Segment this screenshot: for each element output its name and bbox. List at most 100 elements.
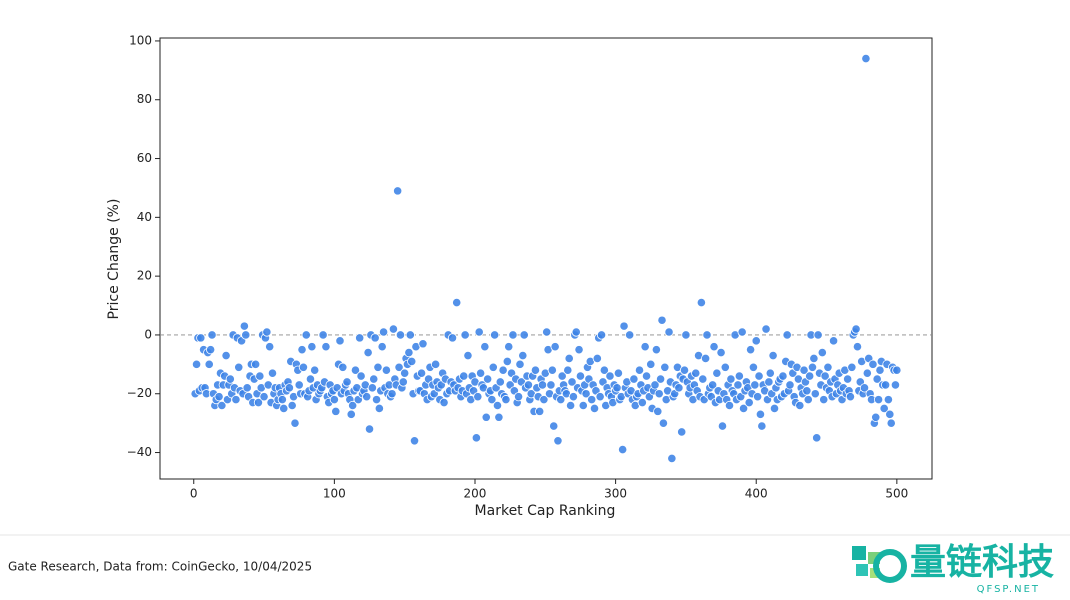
point — [764, 377, 774, 387]
point — [342, 377, 352, 387]
point — [471, 433, 481, 443]
point — [757, 421, 767, 431]
point — [557, 371, 567, 381]
point — [847, 362, 857, 372]
point — [625, 330, 635, 340]
point — [191, 359, 202, 369]
point — [388, 324, 399, 334]
point — [656, 374, 666, 384]
point — [346, 409, 356, 419]
point — [387, 389, 397, 399]
point — [481, 412, 491, 422]
point — [701, 353, 711, 364]
point — [765, 368, 775, 378]
point — [596, 330, 607, 340]
point — [880, 380, 891, 390]
point — [504, 342, 514, 352]
point — [658, 418, 669, 428]
point — [575, 371, 586, 381]
point — [452, 297, 462, 308]
point — [394, 362, 404, 372]
logo-subtext: QFSP.NET — [977, 584, 1040, 595]
point — [502, 356, 512, 366]
point — [217, 400, 227, 411]
point — [225, 374, 235, 384]
point — [754, 371, 764, 381]
point — [564, 353, 574, 364]
point — [871, 412, 881, 422]
x-tick-label: 400 — [745, 487, 768, 501]
point — [398, 377, 408, 387]
point — [234, 362, 244, 372]
point — [748, 362, 759, 372]
point — [400, 368, 410, 378]
point — [589, 403, 600, 414]
point — [613, 368, 624, 378]
point — [535, 406, 545, 416]
point — [367, 383, 377, 393]
point — [363, 347, 373, 358]
point — [769, 403, 780, 414]
point — [873, 395, 884, 405]
point — [310, 365, 320, 375]
point — [239, 321, 249, 331]
y-tick-label: 20 — [137, 269, 152, 283]
point — [447, 333, 458, 343]
y-tick-label: −40 — [127, 445, 152, 459]
point — [587, 395, 597, 405]
point — [298, 362, 309, 372]
point — [542, 327, 552, 337]
point — [809, 353, 819, 364]
point — [885, 409, 895, 419]
point — [859, 383, 870, 393]
point — [196, 333, 206, 343]
logo: 量链科技 QFSP.NET — [852, 542, 1054, 595]
point — [702, 330, 712, 340]
point — [734, 371, 744, 381]
point — [795, 400, 805, 411]
point — [651, 345, 661, 355]
point — [755, 409, 766, 419]
point — [886, 418, 896, 428]
point — [803, 395, 813, 405]
point — [823, 362, 833, 372]
point — [370, 333, 380, 343]
point — [362, 392, 372, 402]
y-tick-label: 60 — [137, 151, 152, 165]
y-tick-label: 80 — [137, 92, 152, 106]
point — [418, 339, 428, 349]
point — [778, 371, 788, 381]
x-tick-label: 200 — [464, 487, 487, 501]
point — [463, 350, 473, 361]
point — [892, 365, 902, 375]
point — [255, 371, 265, 381]
point — [348, 400, 358, 411]
point — [378, 327, 389, 337]
point — [431, 359, 441, 369]
point — [204, 359, 214, 369]
point — [785, 380, 795, 390]
point — [259, 392, 269, 402]
point — [487, 395, 497, 405]
point — [733, 380, 743, 390]
point — [214, 392, 224, 402]
point — [768, 350, 778, 361]
point — [574, 345, 584, 355]
point — [393, 186, 403, 196]
point — [581, 389, 591, 399]
point — [294, 380, 304, 390]
point — [595, 392, 605, 402]
point — [498, 365, 508, 375]
x-tick-label: 100 — [323, 487, 346, 501]
y-tick-label: 40 — [137, 210, 152, 224]
point — [890, 380, 901, 390]
point — [284, 383, 294, 393]
point — [501, 395, 511, 405]
point — [852, 342, 863, 352]
point — [556, 395, 566, 405]
point — [267, 368, 278, 378]
point — [807, 362, 818, 372]
point — [546, 380, 556, 390]
